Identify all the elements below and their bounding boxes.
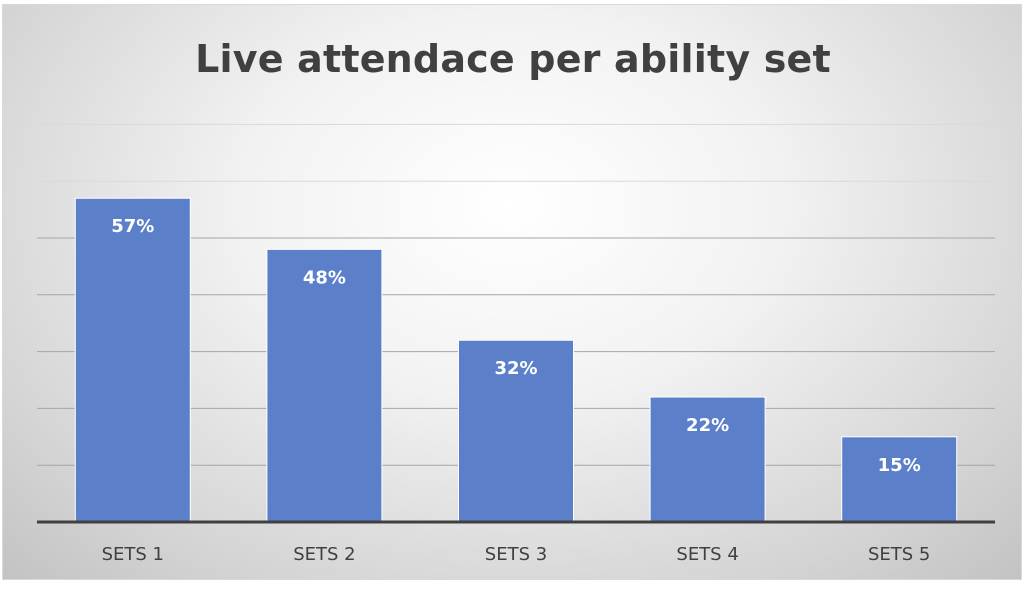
data-labels: 57% 48% 32% 22% 15% xyxy=(111,216,920,476)
bar[interactable] xyxy=(649,396,766,523)
data-label[interactable]: 57% xyxy=(111,216,154,237)
category-label[interactable]: SETS 3 xyxy=(485,544,547,565)
bar[interactable] xyxy=(841,436,958,523)
category-label[interactable]: SETS 2 xyxy=(293,544,355,565)
category-label[interactable]: SETS 4 xyxy=(676,544,738,565)
category-label[interactable]: SETS 1 xyxy=(102,544,164,565)
chart-area[interactable]: Live attendace per ability set 57% 48% 32%… xyxy=(2,4,1022,580)
bar[interactable] xyxy=(74,197,191,523)
chart-title[interactable]: Live attendace per ability set xyxy=(195,37,831,81)
plot-area[interactable]: 57% 48% 32% 22% 15% SETS 1 SETS 2 SETS 3 SETS 4… xyxy=(3,5,1023,581)
data-label[interactable]: 32% xyxy=(494,358,537,379)
category-label[interactable]: SETS 5 xyxy=(868,544,930,565)
bar[interactable] xyxy=(266,248,383,523)
data-label[interactable]: 15% xyxy=(878,455,921,476)
category-labels: SETS 1 SETS 2 SETS 3 SETS 4 SETS 5 xyxy=(102,544,931,565)
data-label[interactable]: 48% xyxy=(303,267,346,288)
data-label[interactable]: 22% xyxy=(686,415,729,436)
